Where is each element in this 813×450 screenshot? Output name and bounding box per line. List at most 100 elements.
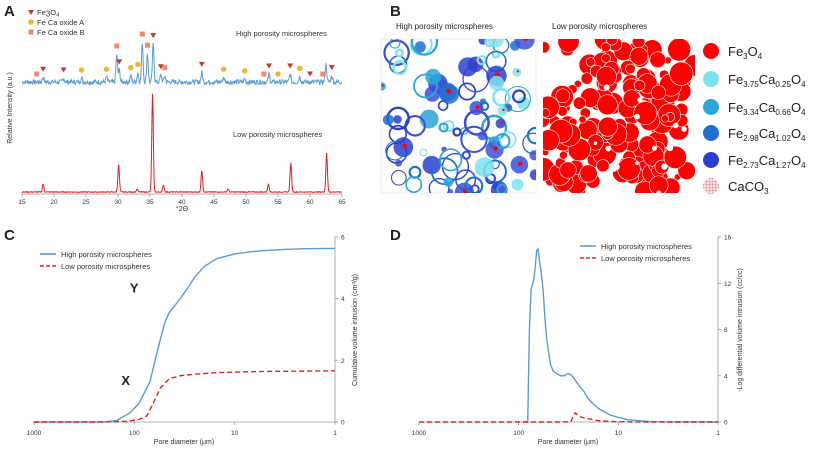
a-marker-square xyxy=(162,65,168,71)
panel-label-b: B xyxy=(390,3,401,20)
b-particle-fe3o4 xyxy=(650,85,666,101)
c-y-tick-label: 4 xyxy=(341,296,345,303)
b-particle-fe3o4 xyxy=(633,101,658,126)
b-particle-solid xyxy=(474,157,495,178)
b-particle-fe3o4 xyxy=(606,39,618,46)
a-marker-triangle xyxy=(60,67,67,73)
b-particle-fe3o4 xyxy=(669,61,694,86)
b-particle-fe3o4 xyxy=(629,46,649,66)
b-legend-fe3o4: Fe3O4 xyxy=(728,44,763,61)
b-particle-ring xyxy=(438,122,449,133)
a-marker-square xyxy=(261,71,267,77)
b-particle-fe3o4-spot xyxy=(493,146,498,151)
c-legend-high: High porosity microspheres xyxy=(61,250,152,259)
a-x-tick-label: 60 xyxy=(306,199,314,206)
b-particle-fe3o4-spot xyxy=(523,39,529,41)
b-particle-pore xyxy=(672,122,679,129)
c-y-label: Cumulative volume intrusion (cm³/g) xyxy=(352,274,359,386)
a-x-tick-label: 15 xyxy=(18,199,26,206)
b-particle-pore xyxy=(651,145,658,151)
d-y-tick-label: 8 xyxy=(724,327,728,334)
b-particle-fe3o4 xyxy=(597,116,618,137)
a-marker-square xyxy=(320,71,326,77)
d-x-label: Pore diameter (μm) xyxy=(538,439,598,446)
c-annotation-label: Y xyxy=(130,281,139,296)
b-particle-pore xyxy=(634,113,640,120)
a-annotation-high: High porosity microspheres xyxy=(236,29,327,38)
a-phase-markers xyxy=(34,31,335,77)
b-particle-fe3o4-spot xyxy=(444,147,446,150)
b-particle-fe3o4 xyxy=(543,108,551,118)
b-particle-fe3o4 xyxy=(625,63,636,74)
a-marker-triangle xyxy=(198,61,205,67)
b-particle-ring xyxy=(480,114,508,141)
b-particle-solid xyxy=(489,75,505,91)
a-marker-circle xyxy=(135,61,141,68)
c-x-label: Pore diameter (μm) xyxy=(154,439,214,446)
d-series xyxy=(419,247,718,423)
b-legend-ca025: Fe3.75Ca0.25O4 xyxy=(728,72,806,89)
a-legend-oxide-b: Fe Ca oxide B xyxy=(37,28,85,37)
b-particle-ring xyxy=(410,39,439,56)
b-particle-solid xyxy=(495,118,506,129)
b-particle-pore xyxy=(605,145,612,152)
d-x-tick-label: 10 xyxy=(615,430,623,437)
b-particle-solid xyxy=(414,41,426,53)
b-particle-solid xyxy=(381,82,386,91)
b-right-title: Low porosity microspheres xyxy=(552,22,647,31)
b-particle-ring xyxy=(439,148,463,172)
b-left-title: High porosity microspheres xyxy=(396,22,493,31)
c-ticks: 1000 100 10 10 2 4 6 xyxy=(27,235,345,438)
a-marker-square xyxy=(34,71,40,77)
a-x-tick-label: 55 xyxy=(274,199,282,206)
a-x-tick-label: 45 xyxy=(210,199,218,206)
a-series xyxy=(21,42,343,194)
b-legend-ca102-swatch xyxy=(703,125,719,141)
a-marker-triangle xyxy=(287,63,294,69)
b-particle-pore xyxy=(637,97,643,103)
b-particle-ring xyxy=(385,140,405,161)
a-x-tick-label: 25 xyxy=(82,199,90,206)
b-particle-ring xyxy=(504,85,531,113)
d-legend: High porosity microspheres Low porosity … xyxy=(580,242,692,263)
a-x-tick-label: 20 xyxy=(50,199,58,206)
b-particle-fe3o4-spot xyxy=(446,88,451,94)
b-particle-fe3o4 xyxy=(543,129,560,152)
b-particle-fe3o4-spot xyxy=(398,161,401,164)
b-particle-solid xyxy=(395,159,402,167)
a-marker-circle xyxy=(297,65,303,72)
a-marker-square xyxy=(114,43,120,49)
b-particle-solid xyxy=(447,188,453,193)
b-particle-fe3o4 xyxy=(579,164,598,183)
b-particle-ring xyxy=(442,120,455,132)
b-particle-fe3o4 xyxy=(580,72,593,85)
b-particle-fe3o4 xyxy=(633,79,646,92)
b-legend-ca102: Fe2.98Ca1.02O4 xyxy=(728,126,806,143)
b-particle-solid xyxy=(514,39,535,50)
b-legend-ca127: Fe2.73Ca1.27O4 xyxy=(728,153,806,170)
b-particle-fe3o4 xyxy=(557,39,580,53)
b-legend-ca066: Fe3.34Ca0.66O4 xyxy=(728,100,806,117)
b-particle-fe3o4-spot xyxy=(534,172,536,176)
a-marker-circle xyxy=(242,68,248,74)
c-annotation-label: X xyxy=(121,373,130,388)
a-marker-triangle xyxy=(266,63,273,69)
b-legend-ca025-swatch xyxy=(703,71,719,87)
b-particle-solid xyxy=(512,67,522,77)
b-particle-solid xyxy=(458,57,478,77)
b-particle-ring xyxy=(463,109,490,136)
b-particle-fe3o4 xyxy=(667,39,692,62)
b-particle-ring xyxy=(392,60,408,75)
d-legend-low: Low porosity microspheres xyxy=(601,254,690,263)
b-particle-pore xyxy=(603,84,610,91)
b-particle-ring xyxy=(526,126,536,145)
a-x-tick-label: 65 xyxy=(338,199,346,206)
d-ticks: 1000 100 10 10 4 8 12 16 xyxy=(412,235,732,438)
a-annotation-low: Low porosity microspheres xyxy=(233,130,322,139)
a-marker-triangle xyxy=(116,59,123,65)
b-particle-ring xyxy=(461,150,471,160)
c-series-line xyxy=(34,247,336,423)
b-particle-solid xyxy=(529,169,536,181)
d-legend-high: High porosity microspheres xyxy=(601,242,692,251)
